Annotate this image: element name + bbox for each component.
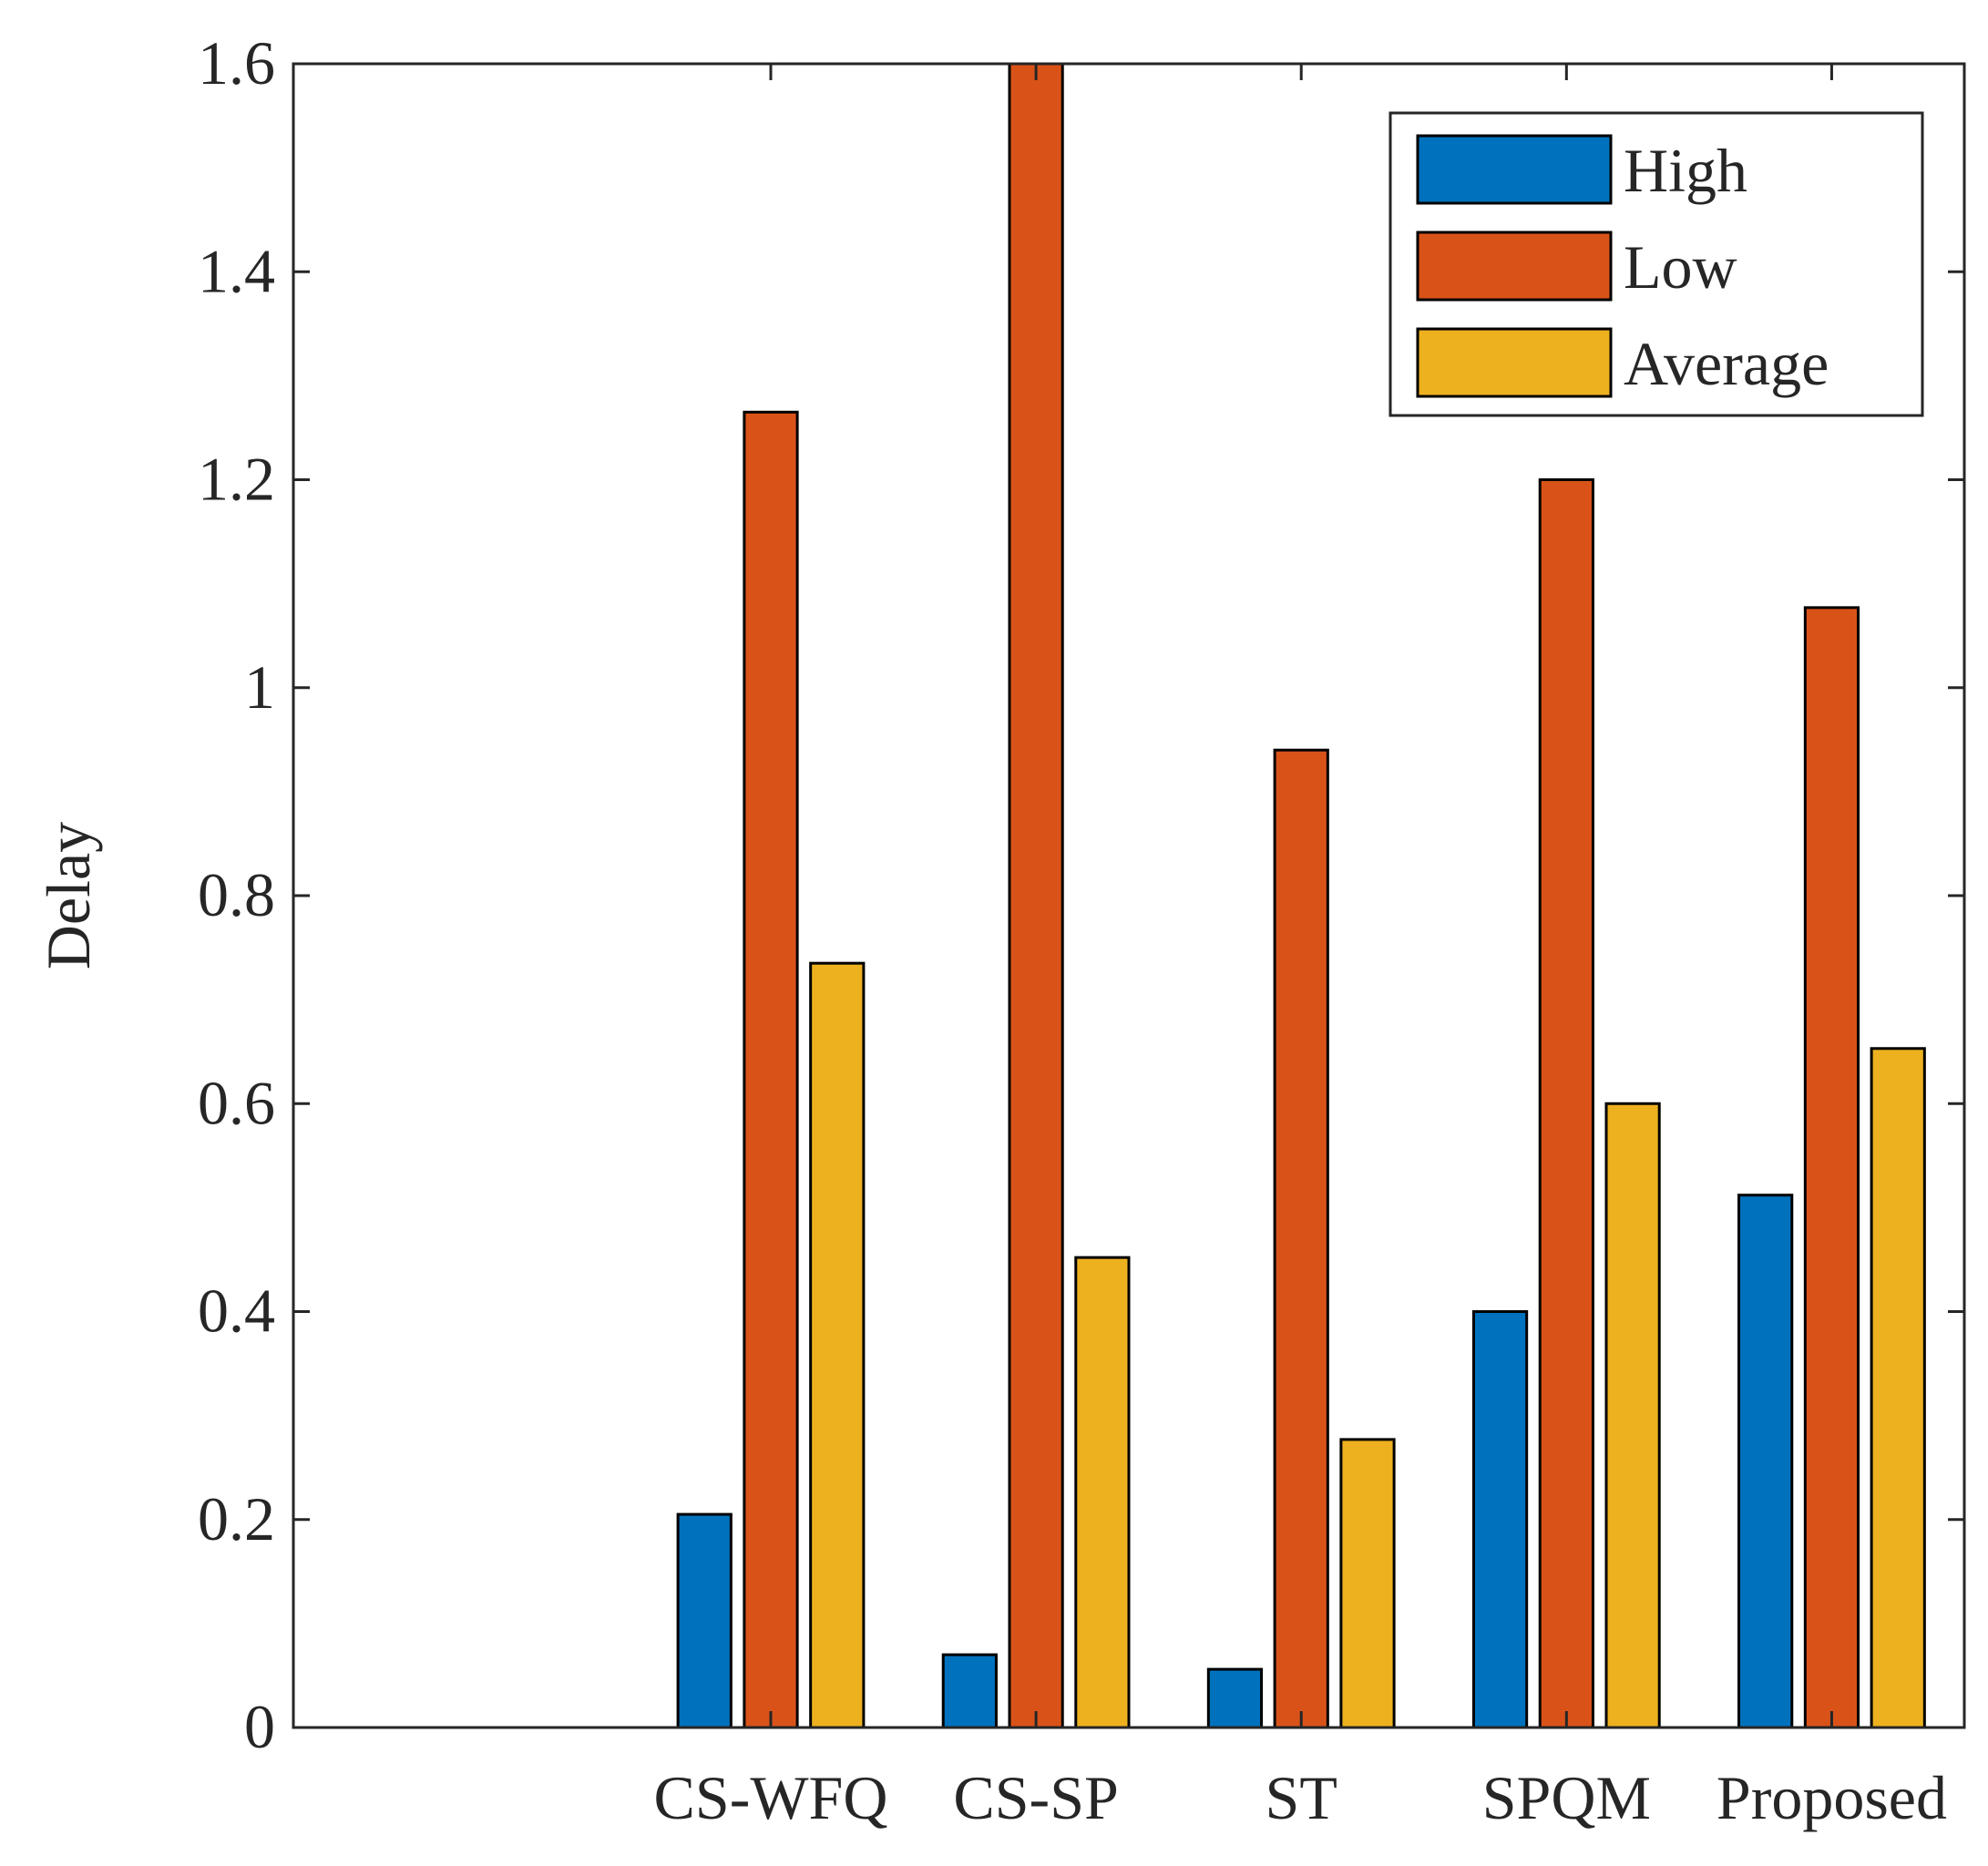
bar-high-proposed bbox=[1737, 1194, 1794, 1728]
bar-low-cs-wfq bbox=[743, 410, 799, 1728]
y-tick-label: 0.8 bbox=[198, 860, 275, 929]
x-tick-label: Proposed bbox=[1716, 1763, 1947, 1832]
legend-swatch-low bbox=[1416, 231, 1613, 302]
bar-low-proposed bbox=[1803, 606, 1860, 1728]
bar-high-st bbox=[1206, 1667, 1264, 1728]
y-tick-label: 0.6 bbox=[198, 1068, 275, 1137]
y-tick-label: 1.4 bbox=[198, 236, 275, 305]
bar-average-cs-wfq bbox=[809, 961, 866, 1728]
bar-average-spqm bbox=[1604, 1102, 1661, 1728]
x-tick-labels: CS-WFQ CS-SP ST SPQM Proposed bbox=[654, 1763, 1947, 1832]
legend-swatch-average bbox=[1416, 327, 1613, 398]
legend-label-low: Low bbox=[1624, 232, 1737, 302]
y-axis-label: Delay bbox=[34, 822, 103, 969]
y-tick-label: 1.2 bbox=[198, 445, 275, 514]
x-tick-label: ST bbox=[1266, 1763, 1337, 1832]
legend: High Low Average bbox=[1389, 111, 1924, 417]
legend-label-high: High bbox=[1624, 136, 1747, 205]
bar-high-cs-wfq bbox=[676, 1512, 733, 1728]
bar-low-st bbox=[1273, 748, 1329, 1728]
x-tick-label: SPQM bbox=[1482, 1763, 1651, 1832]
y-tick-label: 1.6 bbox=[198, 28, 275, 97]
x-tick-label: CS-WFQ bbox=[654, 1763, 888, 1832]
bar-average-cs-sp bbox=[1074, 1256, 1131, 1728]
bar-average-st bbox=[1339, 1438, 1396, 1728]
bar-high-cs-sp bbox=[941, 1653, 998, 1728]
y-tick-labels: 0 0.2 0.4 0.6 0.8 1 1.2 1.4 1.6 bbox=[198, 28, 275, 1761]
bar-average-proposed bbox=[1870, 1047, 1926, 1728]
plot-frame bbox=[292, 62, 1966, 1729]
bar-low-spqm bbox=[1538, 478, 1594, 1728]
bar-group bbox=[676, 64, 1926, 1728]
bar-low-cs-sp bbox=[1008, 64, 1064, 1728]
legend-label-average: Average bbox=[1624, 329, 1829, 398]
y-tick-label: 0.4 bbox=[198, 1276, 275, 1346]
legend-swatch-high bbox=[1416, 134, 1613, 205]
x-tick-label: CS-SP bbox=[953, 1763, 1118, 1832]
bar-high-spqm bbox=[1471, 1310, 1529, 1728]
y-tick-label: 0 bbox=[244, 1692, 275, 1761]
y-tick-label: 1 bbox=[244, 652, 275, 722]
y-tick-label: 0.2 bbox=[198, 1484, 275, 1553]
